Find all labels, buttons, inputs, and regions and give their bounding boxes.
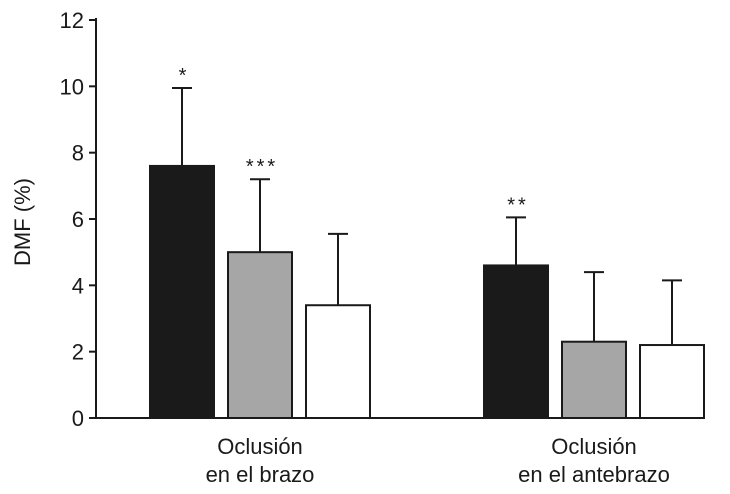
- bars: ******: [149, 65, 705, 420]
- category-label-line1: Oclusión: [551, 434, 637, 459]
- y-tick-label: 12: [60, 8, 84, 33]
- category-label-line2: en el antebrazo: [518, 462, 670, 487]
- y-axis-title: DMF (%): [10, 178, 35, 266]
- bar-series1-group2: [483, 264, 549, 419]
- significance-mark: **: [507, 194, 529, 216]
- y-tick-label: 6: [72, 207, 84, 232]
- category-label-line1: Oclusión: [217, 434, 303, 459]
- y-axis: 0 2 4 6 8 10 12: [60, 8, 97, 431]
- category-label-line2: en el brazo: [206, 462, 315, 487]
- bar-series1-group1: [149, 164, 215, 419]
- significance-mark: *: [179, 65, 190, 87]
- bar-series2-group1: [227, 251, 293, 419]
- bar-series2-group2: [561, 340, 627, 420]
- y-tick-label: 0: [72, 406, 84, 431]
- y-tick-label: 10: [60, 74, 84, 99]
- bar-series3-group1: [305, 304, 371, 420]
- y-tick-label: 2: [72, 340, 84, 365]
- bar-series3-group2: [639, 344, 705, 419]
- y-tick-label: 4: [72, 273, 84, 298]
- y-tick-label: 8: [72, 141, 84, 166]
- category-labels: Oclusión en el brazo Oclusión en el antebra…: [206, 434, 670, 487]
- significance-mark: ***: [246, 156, 278, 178]
